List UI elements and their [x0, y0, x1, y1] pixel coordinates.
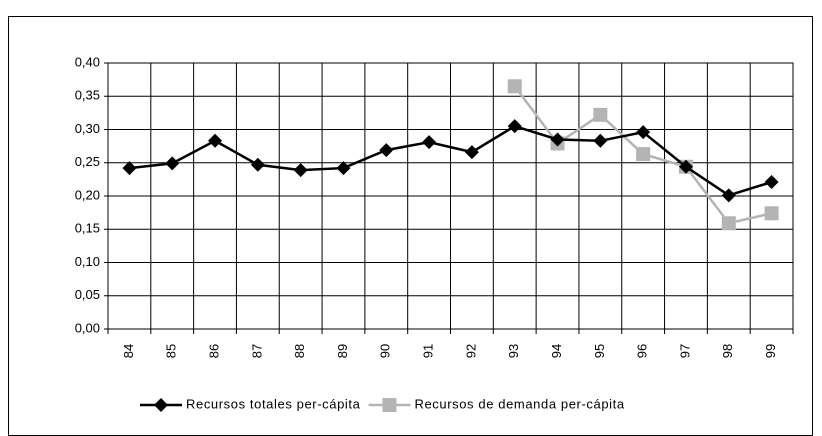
x-tick-label: 89 [335, 344, 350, 358]
marker [464, 145, 479, 160]
y-tick-label: 0,20 [75, 187, 100, 202]
marker [507, 119, 522, 134]
x-tick-label: 97 [677, 344, 692, 358]
chart-border [8, 16, 813, 436]
marker [382, 398, 397, 412]
x-tick-label: 94 [549, 344, 564, 358]
y-tick-label: 0,40 [75, 54, 100, 69]
x-tick-label: 93 [506, 344, 521, 358]
marker [636, 147, 651, 162]
y-tick-label: 0,00 [75, 320, 100, 335]
marker [764, 175, 779, 190]
marker [593, 107, 608, 122]
marker [764, 206, 779, 221]
marker [208, 133, 223, 148]
x-tick-label: 86 [206, 344, 221, 358]
marker [250, 157, 265, 172]
x-tick-label: 98 [720, 344, 735, 358]
x-tick-label: 96 [635, 344, 650, 358]
legend-label: Recursos de demanda per-cápita [414, 396, 624, 411]
marker [593, 133, 608, 148]
marker [165, 156, 180, 171]
legend-label: Recursos totales per-cápita [186, 396, 361, 411]
marker [379, 143, 394, 158]
y-tick-label: 0,05 [75, 287, 100, 302]
marker [678, 159, 693, 174]
marker [721, 216, 736, 231]
marker [293, 163, 308, 178]
x-tick-label: 95 [592, 344, 607, 358]
marker [507, 79, 522, 94]
plot-frame [107, 62, 794, 330]
y-tick-label: 0,30 [75, 121, 100, 136]
y-tick-label: 0,25 [75, 154, 100, 169]
marker [122, 161, 137, 176]
x-tick-label: 87 [249, 344, 264, 358]
marker [550, 132, 565, 147]
y-tick-label: 0,15 [75, 221, 100, 236]
series-line [129, 124, 772, 197]
x-tick-label: 92 [463, 344, 478, 358]
marker [154, 398, 168, 412]
x-tick-label: 84 [121, 344, 136, 358]
marker [336, 161, 351, 176]
marker [721, 188, 736, 203]
marker [636, 125, 651, 140]
x-tick-label: 85 [164, 344, 179, 358]
x-tick-label: 91 [421, 344, 436, 358]
marker [422, 135, 437, 150]
y-tick-label: 0,35 [75, 88, 100, 103]
x-tick-label: 88 [292, 344, 307, 358]
x-tick-label: 90 [378, 344, 393, 358]
y-tick-label: 0,10 [75, 254, 100, 269]
x-tick-label: 99 [763, 344, 778, 358]
